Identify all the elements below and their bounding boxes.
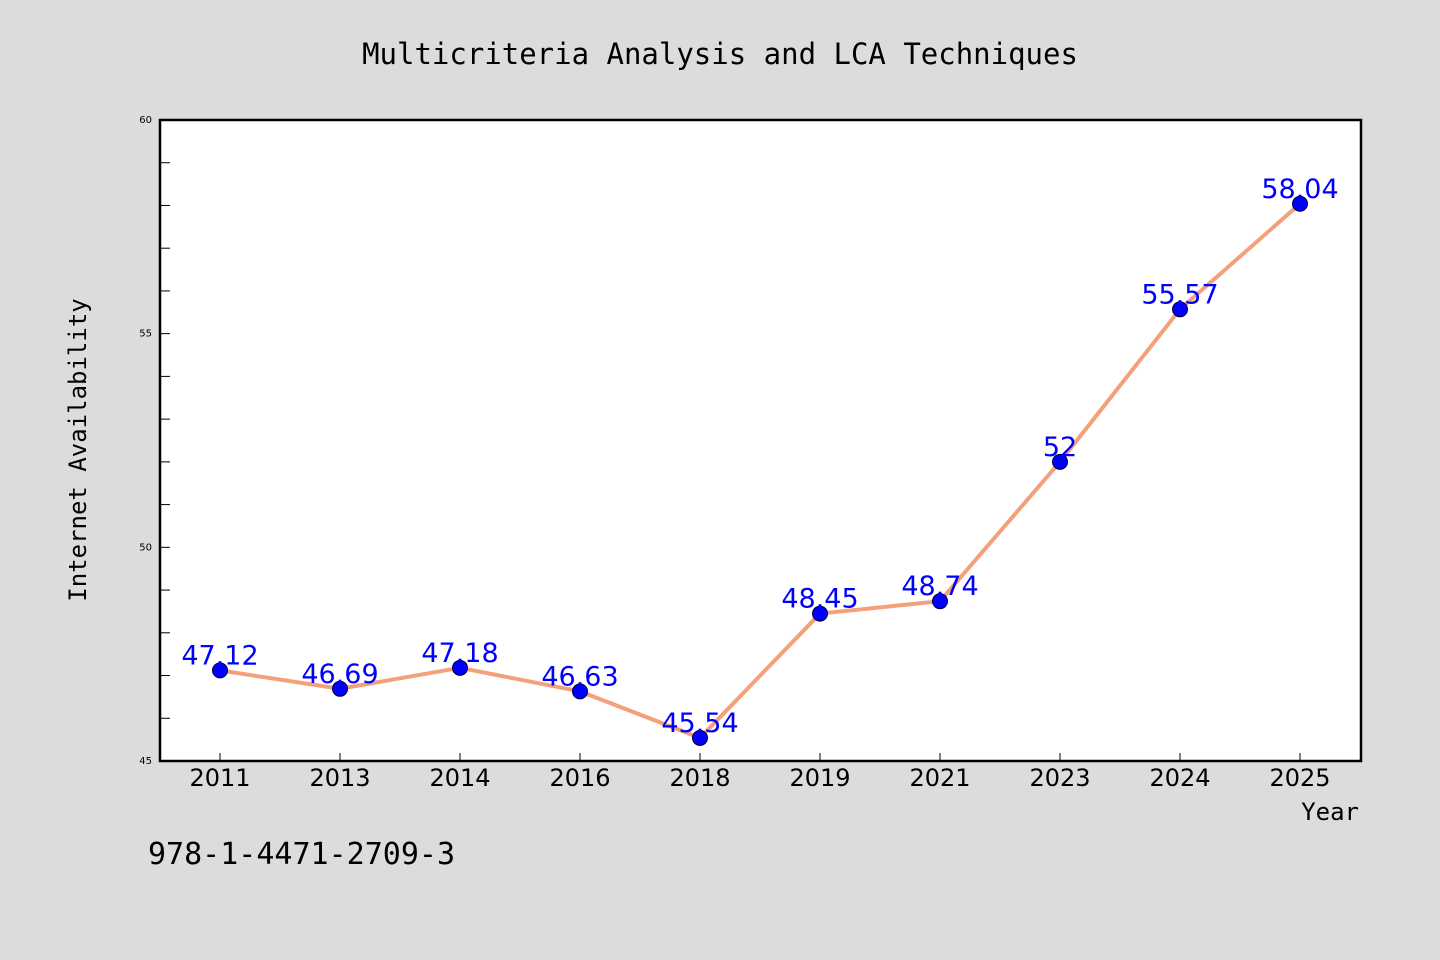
data-label: 47.12: [181, 640, 258, 671]
series-line: [219, 202, 1302, 740]
data-point-marker: [1052, 453, 1068, 470]
data-label: 45.54: [661, 708, 738, 739]
data-label: 46.63: [541, 661, 618, 692]
data-point-marker: [452, 659, 468, 676]
y-axis: 45 50 55 60: [139, 115, 170, 767]
y-tick-label: 55: [139, 329, 152, 340]
x-tick-label: 2011: [189, 764, 250, 792]
x-tick-label: 2023: [1029, 764, 1090, 792]
x-tick-label: 2025: [1269, 764, 1330, 792]
data-point-marker: [332, 680, 348, 697]
isbn-footnote: 978-1-4471-2709-3: [148, 837, 455, 872]
data-point-marker: [1172, 301, 1188, 318]
y-tick-label: 60: [139, 115, 152, 126]
x-tick-label: 2014: [429, 764, 490, 792]
data-point-marker: [212, 662, 228, 679]
data-label: 52: [1043, 432, 1077, 463]
x-tick-label: 2016: [549, 764, 610, 792]
x-tick-label: 2018: [669, 764, 730, 792]
data-point-marker: [932, 593, 948, 610]
data-point-marker: [812, 605, 828, 622]
data-label: 48.74: [901, 571, 978, 602]
data-point-marker: [572, 683, 588, 700]
y-axis-label: Internet Availability: [64, 298, 92, 601]
x-tick-label: 2019: [789, 764, 850, 792]
data-label: 47.18: [421, 638, 498, 669]
y-tick-label: 45: [139, 756, 152, 767]
x-tick-label: 2013: [309, 764, 370, 792]
data-label: 48.45: [781, 584, 858, 615]
x-tick-label: 2021: [909, 764, 970, 792]
plot-area: [160, 120, 1361, 761]
data-label: 46.69: [301, 659, 378, 690]
data-label-group: 47.12 46.69 47.18 46.63 45.54 48.45 48.74 52 55.…: [181, 174, 1338, 739]
plot-frame: [158, 118, 1363, 763]
data-label: 55.57: [1141, 279, 1218, 310]
y-tick-label: 50: [139, 542, 152, 553]
chart-title: Multicriteria Analysis and LCA Technique…: [362, 37, 1078, 71]
x-tick-label: 2024: [1149, 764, 1210, 792]
data-point-marker: [1292, 195, 1308, 212]
series-group: [212, 195, 1308, 746]
x-axis: 2011 2013 2014 2016 2018 2019 2021 2023 2024 2025: [189, 753, 1331, 792]
data-label: 58.04: [1261, 174, 1338, 205]
x-axis-label: Year: [1301, 798, 1359, 826]
data-point-marker: [692, 729, 708, 746]
